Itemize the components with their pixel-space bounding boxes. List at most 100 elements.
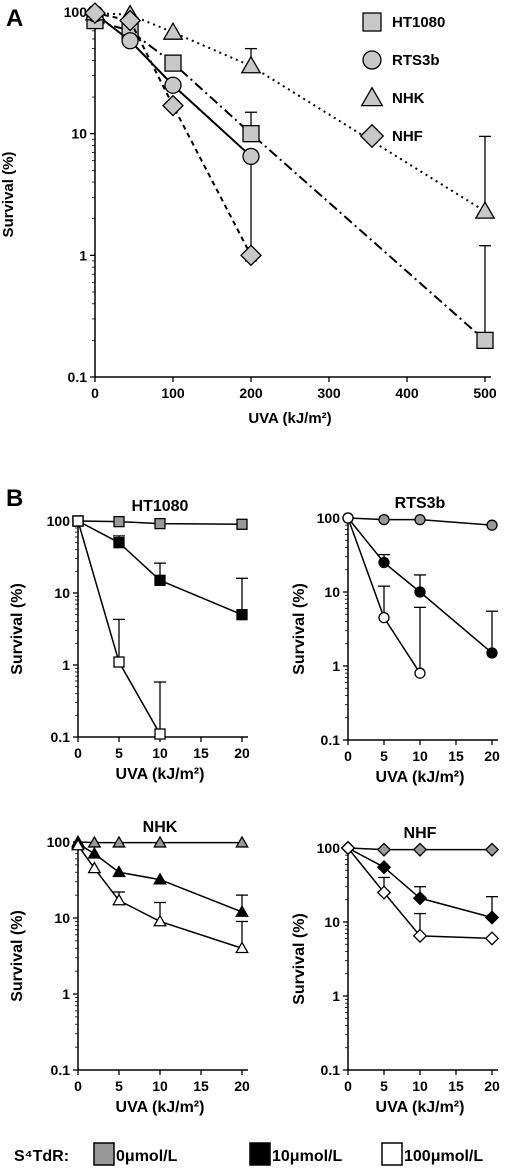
- chart-0: 100 10 1 0.10 100 200 300 400 500 UVA (kJ/m²) Surv…: [0, 2, 497, 427]
- x-tick-label: 500: [473, 385, 497, 401]
- data-point: [153, 872, 167, 885]
- x-tick-label: 15: [193, 1078, 209, 1094]
- x-axis-label: UVA (kJ/m²): [116, 766, 205, 783]
- data-point: [153, 835, 167, 848]
- data-point: [242, 147, 260, 166]
- legend-b-swatch-0: [93, 1142, 115, 1166]
- data-point: [342, 512, 354, 524]
- legend-b-swatch-2: [381, 1142, 403, 1166]
- x-tick-label: 5: [115, 1078, 123, 1094]
- x-tick-label: 0: [91, 385, 99, 401]
- x-tick-label: 20: [484, 1078, 500, 1094]
- series-line: [94, 12, 252, 256]
- series-line: [347, 847, 493, 919]
- y-axis-label: Survival (%): [0, 152, 17, 238]
- legend-a-marker: [362, 50, 382, 70]
- legend-b-label-0: 0μmol/L: [116, 1148, 178, 1165]
- legend-b-prefix: S⁴TdR:: [14, 1148, 69, 1165]
- data-point: [112, 865, 126, 878]
- x-tick-label: 5: [380, 748, 388, 764]
- data-point: [119, 9, 142, 32]
- series-0: [72, 515, 248, 530]
- series-3: [84, 2, 262, 267]
- series-line: [347, 517, 493, 654]
- data-point: [113, 656, 125, 668]
- legend-a-label: NHF: [392, 128, 423, 145]
- x-tick-label: 300: [317, 385, 341, 401]
- legend-a-marker: [360, 86, 384, 107]
- x-tick-label: 15: [448, 1078, 464, 1094]
- x-axis-label: UVA (kJ/m²): [376, 1099, 465, 1116]
- x-tick-label: 10: [152, 1078, 168, 1094]
- data-point: [484, 931, 500, 946]
- y-tick-label: 100: [47, 834, 71, 850]
- legend-a-marker: [359, 123, 385, 149]
- data-point: [121, 32, 139, 50]
- legend-b-label-2: 100μmol/L: [404, 1148, 483, 1165]
- data-point: [235, 941, 249, 954]
- chart-1: 100 10 1 0.10 5 10 15 20 UVA (kJ/m²) Survival (%)…: [9, 498, 250, 783]
- data-point: [240, 55, 262, 74]
- series-1: [72, 515, 248, 621]
- data-point: [486, 647, 498, 659]
- legend-b: S⁴TdR: 0μmol/L 10μmol/L 100μmol/L: [14, 1142, 483, 1166]
- y-tick-label: 1: [62, 657, 70, 673]
- data-point: [235, 835, 249, 848]
- chart-title: RTS3b: [395, 495, 446, 512]
- panel-label-a: A: [6, 5, 23, 32]
- data-point: [154, 728, 166, 740]
- series-line: [94, 12, 486, 213]
- series-0: [340, 840, 500, 857]
- data-point: [236, 518, 248, 530]
- x-axis-label: UVA (kJ/m²): [376, 769, 465, 786]
- series-2: [72, 515, 166, 740]
- data-point: [484, 910, 500, 925]
- data-point: [414, 586, 426, 598]
- y-tick-label: 1: [332, 658, 340, 674]
- data-point: [378, 513, 390, 526]
- y-tick-label: 1: [79, 247, 87, 263]
- data-point: [484, 842, 500, 857]
- x-tick-label: 20: [484, 748, 500, 764]
- x-tick-label: 0: [74, 745, 82, 761]
- y-tick-label: 100: [47, 513, 71, 529]
- x-tick-label: 10: [412, 748, 428, 764]
- y-tick-label: 100: [64, 4, 88, 20]
- legend-b-swatch-1: [249, 1142, 271, 1166]
- x-tick-label: 10: [152, 745, 168, 761]
- data-point: [112, 893, 126, 906]
- x-tick-label: 200: [239, 385, 263, 401]
- data-point: [113, 537, 125, 549]
- data-point: [87, 861, 102, 874]
- x-tick-label: 0: [74, 1078, 82, 1094]
- data-point: [162, 21, 184, 40]
- data-point: [72, 515, 84, 527]
- series-0: [342, 512, 498, 531]
- data-point: [154, 517, 166, 530]
- chart-title: HT1080: [132, 498, 189, 515]
- y-tick-label: 0.1: [321, 1062, 341, 1078]
- x-tick-label: 15: [193, 745, 209, 761]
- data-point: [164, 54, 182, 72]
- series-0: [71, 834, 249, 848]
- legend-b-label-1: 10μmol/L: [272, 1148, 342, 1165]
- y-tick-label: 10: [324, 914, 340, 930]
- data-point: [236, 609, 248, 621]
- data-point: [376, 860, 392, 875]
- data-point: [154, 574, 166, 586]
- series-line: [347, 847, 492, 851]
- y-tick-label: 10: [54, 585, 70, 601]
- x-tick-label: 0: [344, 748, 352, 764]
- data-point: [376, 885, 392, 900]
- data-point: [476, 331, 494, 350]
- series-line: [347, 847, 493, 940]
- y-axis-label: Survival (%): [291, 913, 308, 1005]
- series-line: [77, 520, 243, 616]
- data-point: [378, 556, 390, 569]
- y-axis-label: Survival (%): [291, 583, 308, 675]
- data-point: [162, 94, 184, 117]
- data-point: [414, 667, 426, 679]
- y-axis-label: Survival (%): [9, 583, 26, 675]
- legend-a-marker: [362, 12, 382, 32]
